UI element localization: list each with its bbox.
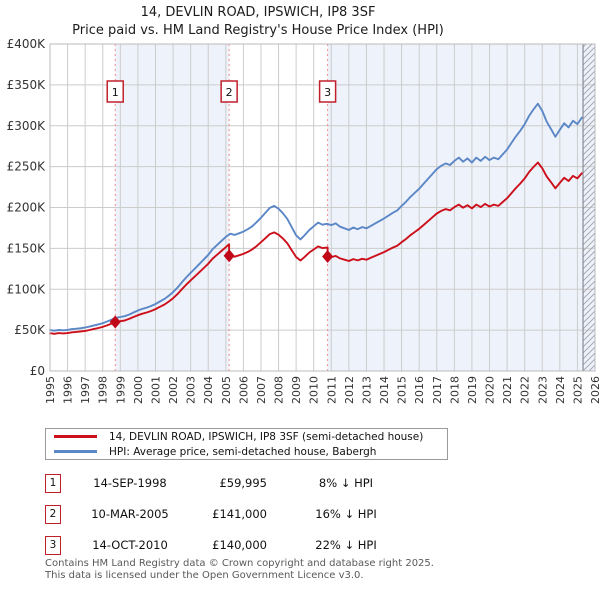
svg-text:2005: 2005: [220, 376, 233, 404]
copyright-line-1: Contains HM Land Registry data © Crown c…: [45, 558, 434, 569]
svg-text:2017: 2017: [431, 376, 444, 404]
hpi-legend-label: HPI: Average price, semi-detached house,…: [109, 445, 377, 458]
svg-text:2026: 2026: [589, 376, 600, 404]
svg-text:2004: 2004: [202, 376, 215, 404]
sale-2-price: £141,000: [212, 507, 267, 521]
svg-text:2002: 2002: [167, 376, 180, 404]
svg-text:2008: 2008: [273, 376, 286, 404]
svg-text:1999: 1999: [114, 376, 127, 404]
y-axis-labels: £0 £50K £100K £150K £200K £250K £300K £350K £400…: [7, 37, 47, 378]
sale-2-diamond-marker: [223, 249, 235, 263]
sale-1-vs-hpi: 8% ↓ HPI: [318, 476, 374, 490]
chart-legend: 14, DEVLIN ROAD, IPSWICH, IP8 3SF (semi-…: [45, 428, 448, 460]
sale-3-number-box: 3: [318, 80, 337, 103]
svg-text:2010: 2010: [308, 376, 321, 404]
svg-text:2014: 2014: [378, 376, 391, 404]
svg-text:2020: 2020: [484, 376, 497, 404]
svg-text:2001: 2001: [149, 376, 162, 404]
hpi-line: [49, 102, 583, 332]
svg-text:2021: 2021: [501, 376, 514, 404]
svg-text:£350K: £350K: [7, 78, 47, 92]
sale-3-diamond-marker: [322, 250, 334, 264]
property-line-swatch: [54, 435, 97, 438]
svg-text:2007: 2007: [255, 376, 268, 404]
svg-text:£50K: £50K: [14, 323, 46, 337]
svg-text:2023: 2023: [536, 376, 549, 404]
svg-text:2016: 2016: [413, 376, 426, 404]
sale-1-number-box: 1: [106, 80, 124, 103]
svg-text:2025: 2025: [571, 376, 584, 404]
svg-text:2000: 2000: [132, 376, 145, 404]
sale-2-number-box: 2: [220, 80, 238, 103]
svg-text:3: 3: [324, 86, 331, 99]
svg-text:2009: 2009: [290, 376, 303, 404]
price-history-chart: 1 2 3£0£50K£100K£150K£200K£250K£300K£350K£…: [7, 37, 600, 404]
plot-frame: [49, 43, 596, 372]
svg-text:1: 1: [112, 86, 119, 99]
sale-1-diamond-marker: [109, 315, 121, 329]
sale-row-3: 3 14-OCT-2010 £140,000 22% ↓ HPI: [0, 536, 600, 556]
sale-2-vs-hpi: 16% ↓ HPI: [315, 507, 377, 521]
svg-text:2013: 2013: [360, 376, 373, 404]
svg-text:£150K: £150K: [7, 241, 47, 255]
sale-1-date: 14-SEP-1998: [93, 476, 167, 490]
sale-row-2: 2 10-MAR-2005 £141,000 16% ↓ HPI: [0, 505, 600, 525]
svg-text:£0: £0: [30, 364, 45, 378]
svg-text:2015: 2015: [396, 376, 409, 404]
svg-text:£100K: £100K: [7, 282, 47, 296]
sale-2-date: 10-MAR-2005: [91, 507, 169, 521]
svg-text:1998: 1998: [97, 376, 110, 404]
price-paid-line: [49, 161, 583, 335]
svg-text:1997: 1997: [79, 376, 92, 404]
sale-3-number-badge: 3: [45, 536, 61, 555]
svg-text:2011: 2011: [325, 376, 338, 404]
sale-1-price: £59,995: [219, 476, 267, 490]
sale-3-date: 14-OCT-2010: [92, 538, 168, 552]
sale-2-number-badge: 2: [45, 505, 61, 524]
svg-text:£250K: £250K: [7, 160, 47, 174]
svg-text:£400K: £400K: [7, 37, 47, 51]
future-hatch-region: [582, 44, 595, 371]
svg-text:2019: 2019: [466, 376, 479, 404]
sale-row-1: 1 14-SEP-1998 £59,995 8% ↓ HPI: [0, 474, 600, 494]
property-legend-label: 14, DEVLIN ROAD, IPSWICH, IP8 3SF (semi-…: [109, 430, 424, 443]
hpi-line-swatch: [54, 450, 97, 453]
legend-row-property: 14, DEVLIN ROAD, IPSWICH, IP8 3SF (semi-…: [46, 429, 447, 444]
sale-3-price: £140,000: [212, 538, 267, 552]
svg-text:1995: 1995: [44, 376, 57, 404]
svg-text:2006: 2006: [237, 376, 250, 404]
svg-text:£300K: £300K: [7, 119, 47, 133]
svg-text:2: 2: [226, 86, 233, 99]
page-subtitle: Price paid vs. HM Land Registry's House …: [72, 23, 444, 38]
svg-text:2018: 2018: [448, 376, 461, 404]
x-axis-labels: 1995 1996 1997 1998 1999 2000 2001 2002 2003 2004…: [44, 376, 600, 404]
svg-text:2022: 2022: [519, 376, 532, 404]
sale-1-number-badge: 1: [45, 474, 61, 493]
svg-text:2024: 2024: [554, 376, 567, 404]
sale-3-vs-hpi: 22% ↓ HPI: [315, 538, 377, 552]
svg-text:£200K: £200K: [7, 201, 47, 215]
page-title: 14, DEVLIN ROAD, IPSWICH, IP8 3SF: [140, 5, 376, 20]
legend-row-hpi: HPI: Average price, semi-detached house,…: [46, 444, 447, 459]
svg-text:1996: 1996: [62, 376, 75, 404]
svg-text:2003: 2003: [185, 376, 198, 404]
copyright-line-2: This data is licensed under the Open Gov…: [45, 570, 364, 581]
svg-text:2012: 2012: [343, 376, 356, 404]
